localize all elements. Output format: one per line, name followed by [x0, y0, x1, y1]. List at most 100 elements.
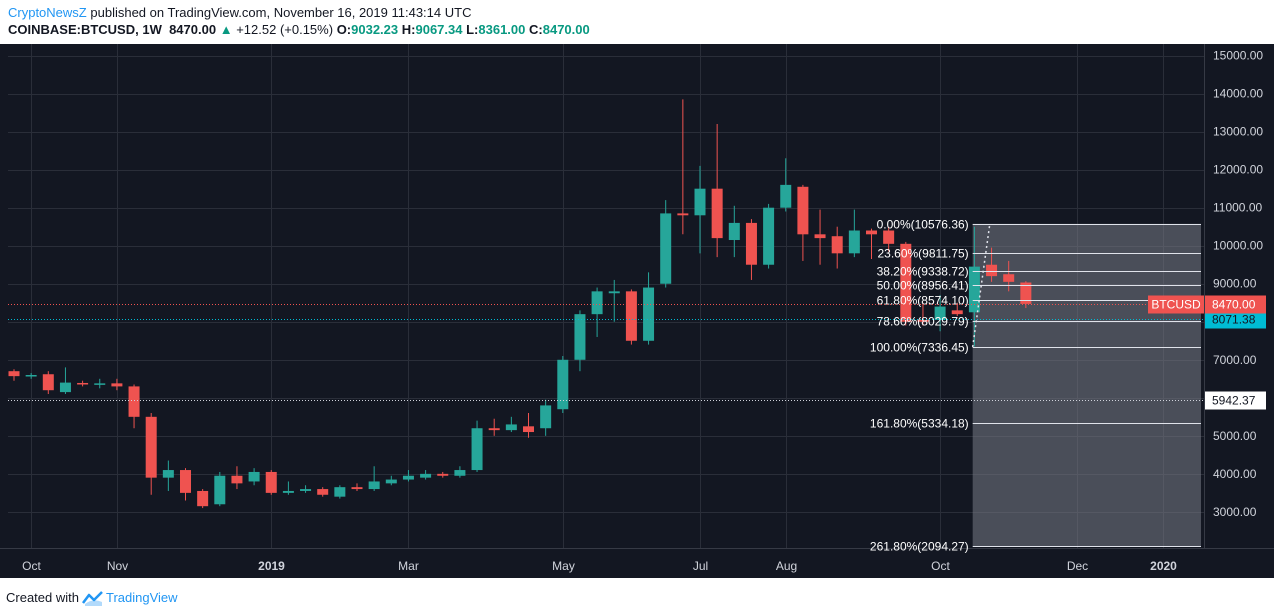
fibonacci-level-label: 161.80%(5334.18) — [870, 417, 969, 431]
candle-body — [197, 490, 209, 507]
time-axis-label: Dec — [1067, 559, 1088, 573]
candle-body — [8, 371, 20, 377]
candle-body — [917, 319, 929, 322]
candle-body — [282, 490, 294, 493]
low-label: L: — [466, 22, 479, 37]
candle-body — [300, 489, 312, 491]
fibonacci-level-label: 23.60%(9811.75) — [877, 247, 968, 261]
price-axis-label: 5000.00 — [1213, 429, 1257, 443]
candle-body — [42, 374, 54, 391]
price-chart[interactable]: Oct Nov 2019 Mar May Jul Aug Oct Dec 2020 0.00%(10… — [0, 44, 1274, 578]
symbol-tag — [1148, 295, 1204, 314]
candle-body — [471, 428, 483, 471]
candle-body — [145, 416, 157, 478]
candle-body — [385, 479, 397, 484]
candle-body — [402, 475, 414, 480]
candle-body — [214, 475, 226, 505]
time-axis-label: Jul — [693, 559, 708, 573]
price-axis-label: 7000.00 — [1213, 353, 1257, 367]
candle-body — [368, 481, 380, 490]
price-axis-label: 14000.00 — [1213, 87, 1263, 101]
last-price-label: 8470.00 — [1212, 298, 1256, 312]
fibonacci-level-label: 0.00%(10576.36) — [877, 218, 969, 232]
time-axis-label: Aug — [776, 559, 797, 573]
candle-body — [557, 359, 569, 410]
candle-body — [420, 473, 432, 478]
last-price: 8470.00 — [169, 22, 217, 37]
price-axis-label: 3000.00 — [1213, 505, 1257, 519]
candle-body — [986, 264, 998, 277]
chart-header: CryptoNewsZ published on TradingView.com… — [0, 0, 1274, 44]
candle-body — [111, 383, 123, 387]
fibonacci-level-label: 61.80%(8574.10) — [877, 294, 969, 308]
close-label: C: — [529, 22, 543, 37]
candle-body — [94, 383, 106, 385]
footer: Created with TradingView — [0, 584, 1274, 615]
tradingview-logo-icon — [82, 591, 103, 606]
symbol-label: COINBASE:BTCUSD, 1W — [8, 22, 162, 37]
fibonacci-level-label: 100.00%(7336.45) — [870, 341, 969, 355]
candle-body — [951, 310, 963, 315]
tradingview-brand[interactable]: TradingView — [106, 590, 178, 605]
price-axis-label: 4000.00 — [1213, 467, 1257, 481]
published-text: published on TradingView.com, November 1… — [90, 5, 472, 20]
time-axis-label: Mar — [398, 559, 419, 573]
candle-body — [351, 487, 363, 490]
fibonacci-trend-line — [971, 223, 991, 348]
candle-body — [540, 405, 552, 429]
candle-body — [1003, 274, 1015, 282]
candle-body — [180, 470, 191, 493]
candle-body — [934, 306, 946, 320]
candle-body — [660, 213, 672, 284]
candle-body — [265, 471, 277, 493]
candle-body — [694, 188, 706, 216]
candle-body — [643, 287, 655, 341]
candle-body — [248, 471, 260, 482]
ohlc-legend: COINBASE:BTCUSD, 1W 8470.00 ▲ +12.52 (+0… — [8, 22, 590, 37]
marker-price-label: 5942.37 — [1212, 394, 1256, 408]
candle-body — [77, 382, 89, 385]
candle-body — [831, 236, 843, 254]
candle-body — [677, 213, 689, 216]
candle-body — [883, 230, 895, 244]
last-price-tag — [1205, 295, 1266, 314]
open-label: O: — [336, 22, 352, 37]
fibonacci-level-label: 50.00%(8956.41) — [877, 279, 969, 293]
price-axis-label: 15000.00 — [1213, 49, 1263, 63]
candle-body — [25, 374, 37, 377]
price-axis-label: 12000.00 — [1213, 163, 1263, 177]
candle-body — [505, 424, 517, 431]
candle-body — [900, 243, 912, 322]
high-label: H: — [401, 22, 416, 37]
price-axis-label: 10000.00 — [1213, 239, 1263, 253]
candle-body — [437, 473, 449, 476]
time-axis-label: Nov — [107, 559, 128, 573]
candle-body — [128, 386, 140, 417]
symbol-tag-label: BTCUSD — [1151, 298, 1201, 312]
high-value: 9067.34 — [415, 22, 463, 37]
candle-body — [608, 291, 620, 294]
candle-body — [625, 291, 637, 341]
candle-body — [848, 230, 860, 254]
fibonacci-level-label: 78.60%(8029.79) — [877, 315, 969, 329]
author-link[interactable]: CryptoNewsZ — [8, 5, 87, 20]
time-axis-label: Oct — [931, 559, 950, 573]
time-axis-label: 2020 — [1150, 559, 1177, 573]
candle-body — [231, 475, 243, 484]
candle-body — [711, 188, 723, 239]
candle-body — [866, 230, 877, 235]
candle-body — [334, 487, 346, 497]
time-axis-label: Oct — [22, 559, 41, 573]
close-value: 8470.00 — [542, 22, 590, 37]
open-value: 9032.23 — [351, 22, 399, 37]
candle-body — [780, 184, 792, 208]
fibonacci-level-label: 38.20%(9338.72) — [877, 265, 969, 279]
price-change: +12.52 (+0.15%) — [236, 22, 334, 37]
created-with-text: Created with — [6, 590, 79, 605]
candle-body — [797, 186, 809, 235]
price-axis-label: 13000.00 — [1213, 125, 1263, 139]
candle-body — [968, 266, 980, 313]
candle-body — [745, 222, 757, 265]
low-value: 8361.00 — [478, 22, 526, 37]
candle-body — [574, 314, 586, 360]
